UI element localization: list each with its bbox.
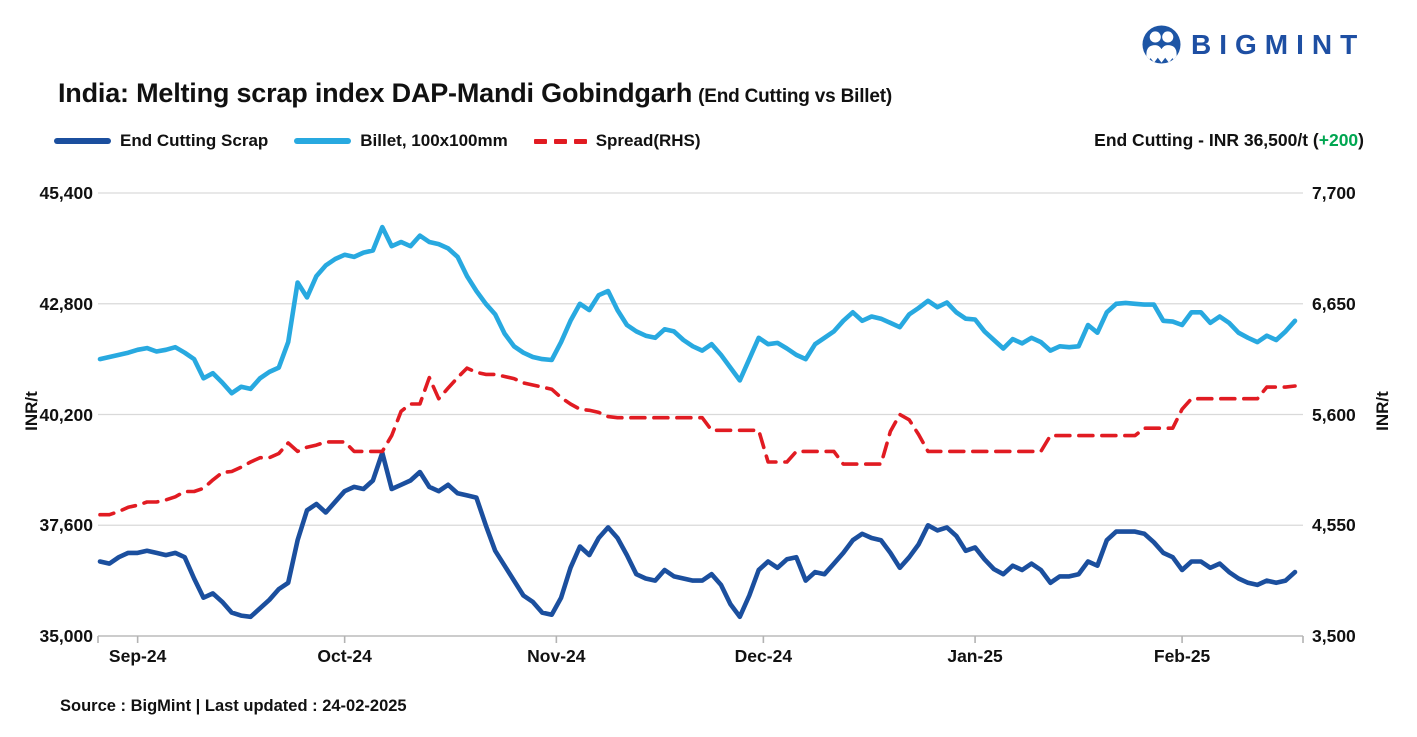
bigmint-logo-icon [1142, 25, 1181, 64]
y-axis-tick-label-right: 6,650 [1312, 293, 1356, 314]
legend-label: Spread(RHS) [595, 131, 701, 150]
legend-swatch-dashed-line [533, 138, 587, 144]
series-line-end-cutting-scrap [97, 450, 1298, 620]
source-note: Source : BigMint | Last updated : 24-02-… [60, 697, 407, 715]
legend-dash-segment [533, 138, 547, 144]
y-axis-tick-label-left: 45,400 [39, 183, 93, 203]
legend-item: Spread(RHS) [533, 131, 701, 151]
y-axis-title-right: INR/t [1373, 391, 1392, 431]
x-axis-tick-label: Sep-24 [108, 646, 167, 666]
y-axis-tick-label-right: 5,600 [1312, 404, 1356, 425]
y-axis-tick-label-right: 7,700 [1312, 183, 1356, 203]
legend-label: End Cutting Scrap [120, 131, 269, 150]
legend-label: Billet, 100x100mm [360, 131, 508, 150]
page-title-main: India: Melting scrap index DAP-Mandi Gob… [58, 78, 693, 108]
y-axis-tick-label-left: 40,200 [39, 404, 93, 425]
annotation-close-paren: ) [1358, 130, 1364, 150]
page-title-suffix: (End Cutting vs Billet) [698, 86, 892, 107]
legend-swatch-solid-line [294, 138, 352, 144]
latest-value-annotation: End Cutting - INR 36,500/t (+200) [1094, 130, 1364, 151]
x-axis-tick-label: Nov-24 [527, 646, 586, 666]
legend-swatch-solid-line [54, 138, 111, 144]
legend-dash-segment [553, 138, 567, 144]
y-axis-title-left: INR/t [22, 391, 41, 431]
annotation-label: End Cutting - INR 36,500/t [1094, 130, 1309, 150]
x-axis-tick-label: Feb-25 [1153, 646, 1211, 666]
y-axis-tick-label-left: 42,800 [39, 293, 93, 314]
chart-legend: End Cutting Scrap Billet, 100x100mm Spread… [54, 131, 701, 151]
annotation-change: +200 [1318, 130, 1359, 150]
series-line-spread-rhs- [98, 366, 1297, 517]
legend-dash-segment [573, 138, 587, 144]
series-line-billet-100x100mm [97, 224, 1298, 396]
legend-item: End Cutting Scrap [54, 131, 268, 151]
legend-item: Billet, 100x100mm [294, 131, 508, 151]
page-title: India: Melting scrap index DAP-Mandi Gob… [58, 78, 892, 109]
y-axis-tick-label-left: 37,600 [39, 515, 93, 536]
y-axis-tick-label-left: 35,000 [39, 626, 93, 646]
y-axis-tick-label-right: 4,550 [1312, 515, 1356, 536]
bigmint-logo: BIGMINT [1142, 25, 1365, 64]
x-axis-tick-label: Jan-25 [947, 646, 1003, 666]
x-axis-tick-label: Dec-24 [734, 646, 793, 666]
bigmint-logo-text: BIGMINT [1191, 28, 1366, 60]
annotation-open-paren: ( [1312, 130, 1319, 150]
y-axis-tick-label-right: 3,500 [1312, 626, 1356, 646]
x-axis-tick-label: Oct-24 [317, 646, 372, 666]
